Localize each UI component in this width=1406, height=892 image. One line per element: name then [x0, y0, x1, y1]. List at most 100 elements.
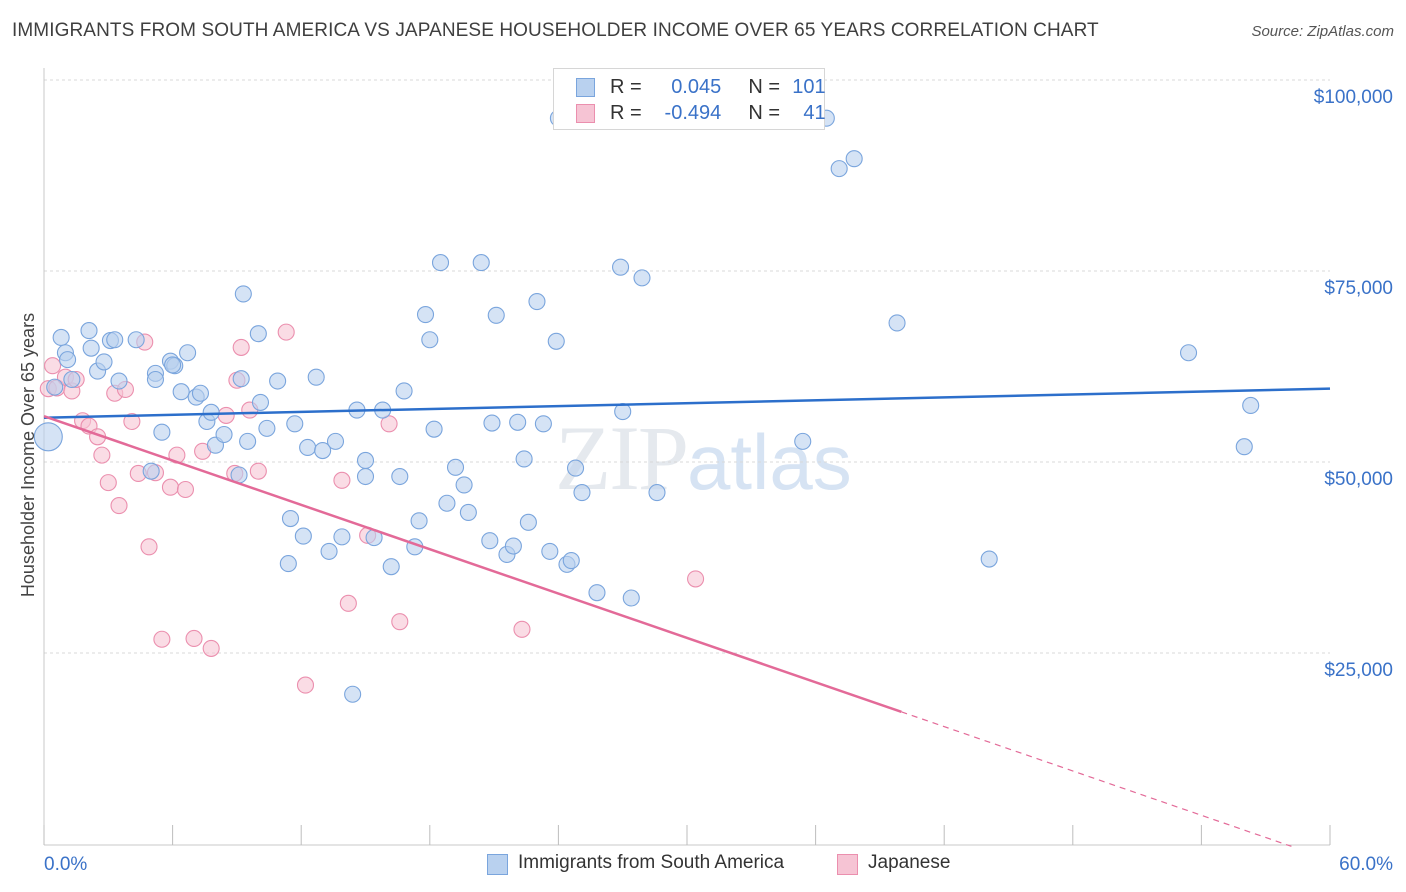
data-point-south-america: [234, 285, 252, 303]
legend-swatch-blue: [576, 78, 595, 97]
y-tick-label: $75,000: [1324, 278, 1393, 299]
data-point-south-america: [172, 383, 190, 401]
data-point-south-america: [179, 344, 197, 362]
data-point-south-america: [472, 254, 490, 272]
data-point-south-america: [395, 382, 413, 400]
source-label: Source: ZipAtlas.com: [1251, 23, 1394, 40]
data-point-south-america: [239, 432, 257, 450]
x-tick-label: 0.0%: [44, 854, 87, 875]
data-point-south-america: [46, 378, 64, 396]
data-point-south-america: [438, 494, 456, 512]
data-point-japanese: [93, 446, 111, 464]
data-point-japanese: [232, 338, 250, 356]
data-point-south-america: [588, 584, 606, 602]
data-point-south-america: [146, 370, 165, 389]
data-point-south-america: [191, 384, 210, 402]
data-point-south-america: [110, 372, 128, 390]
trend-lines: [43, 387, 1331, 847]
data-point-south-america: [307, 368, 325, 386]
data-point-south-america: [106, 331, 124, 349]
data-point-south-america: [52, 328, 70, 347]
data-point-south-america: [59, 351, 77, 369]
data-point-south-america: [509, 413, 527, 431]
data-point-south-america: [431, 254, 450, 272]
data-point-south-america: [425, 420, 443, 438]
data-point-south-america: [515, 450, 533, 468]
data-point-japanese: [176, 480, 195, 499]
data-point-south-america: [487, 306, 505, 324]
data-point-south-america: [127, 331, 145, 349]
data-point-japanese: [333, 471, 351, 489]
data-point-japanese: [153, 630, 171, 648]
data-point-south-america: [416, 305, 435, 324]
data-point-south-america: [1179, 344, 1198, 362]
data-point-japanese: [161, 478, 180, 496]
y-tick-label: $100,000: [1314, 87, 1393, 108]
r-label: R =: [610, 76, 642, 98]
data-point-south-america: [483, 414, 501, 432]
data-point-south-america: [421, 331, 439, 349]
data-point-south-america: [980, 550, 998, 568]
data-point-south-america: [566, 459, 585, 477]
y-tick-label: $50,000: [1324, 469, 1393, 490]
data-point-south-america: [541, 542, 559, 560]
data-point-south-america: [249, 325, 267, 343]
data-point-south-america: [333, 528, 351, 546]
data-point-south-america: [33, 422, 63, 452]
data-point-south-america: [1235, 438, 1253, 456]
legend-label: Japanese: [868, 852, 951, 873]
n-value: 41: [803, 102, 826, 124]
data-point-south-america: [410, 512, 428, 530]
n-value: 101: [792, 76, 826, 98]
data-point-south-america: [320, 542, 338, 560]
r-value: -0.494: [664, 102, 722, 124]
data-point-south-america: [562, 552, 580, 570]
r-value: 0.045: [671, 76, 722, 98]
data-point-japanese: [202, 639, 220, 657]
r-label: R =: [610, 102, 642, 124]
data-point-south-america: [459, 503, 477, 521]
data-point-south-america: [63, 370, 81, 389]
x-tick-label: 60.0%: [1339, 854, 1393, 875]
data-point-south-america: [294, 527, 312, 545]
data-point-south-america: [481, 532, 499, 550]
n-label: N =: [748, 102, 781, 124]
data-point-south-america: [232, 370, 250, 388]
data-point-south-america: [648, 484, 666, 502]
data-point-south-america: [446, 458, 465, 476]
data-point-japanese: [44, 357, 62, 375]
data-point-south-america: [504, 537, 522, 555]
grid-lines: [44, 79, 1330, 654]
chart-title: IMMIGRANTS FROM SOUTH AMERICA VS JAPANES…: [12, 20, 1099, 41]
data-point-south-america: [528, 293, 546, 311]
series-south-america-points: [33, 95, 1260, 703]
data-point-south-america: [845, 150, 863, 168]
y-axis-title: Householder Income Over 65 years: [18, 313, 38, 597]
data-point-japanese: [380, 415, 398, 433]
correlation-legend: R = 0.045 N = 101 R = -0.494 N = 41: [553, 68, 826, 130]
data-point-japanese: [391, 613, 409, 631]
data-point-south-america: [202, 403, 220, 421]
legend-swatch-blue: [487, 854, 508, 875]
n-label: N =: [748, 76, 781, 98]
data-point-south-america: [258, 419, 276, 437]
data-point-japanese: [99, 474, 117, 492]
data-point-japanese: [277, 323, 295, 341]
y-tick-label: $25,000: [1324, 660, 1393, 681]
data-point-south-america: [633, 269, 651, 287]
data-point-south-america: [382, 558, 400, 576]
data-point-south-america: [888, 314, 906, 332]
data-point-south-america: [455, 476, 473, 494]
data-point-south-america: [356, 451, 375, 470]
data-point-south-america: [547, 332, 565, 350]
data-point-south-america: [830, 160, 848, 178]
data-point-south-america: [95, 353, 113, 371]
data-point-south-america: [391, 467, 409, 486]
data-point-japanese: [296, 676, 315, 694]
data-point-south-america: [519, 513, 537, 531]
legend-label: Immigrants from South America: [518, 852, 785, 873]
data-point-south-america: [286, 415, 304, 433]
data-point-japanese: [339, 594, 357, 612]
trend-line-japanese: [43, 414, 902, 714]
